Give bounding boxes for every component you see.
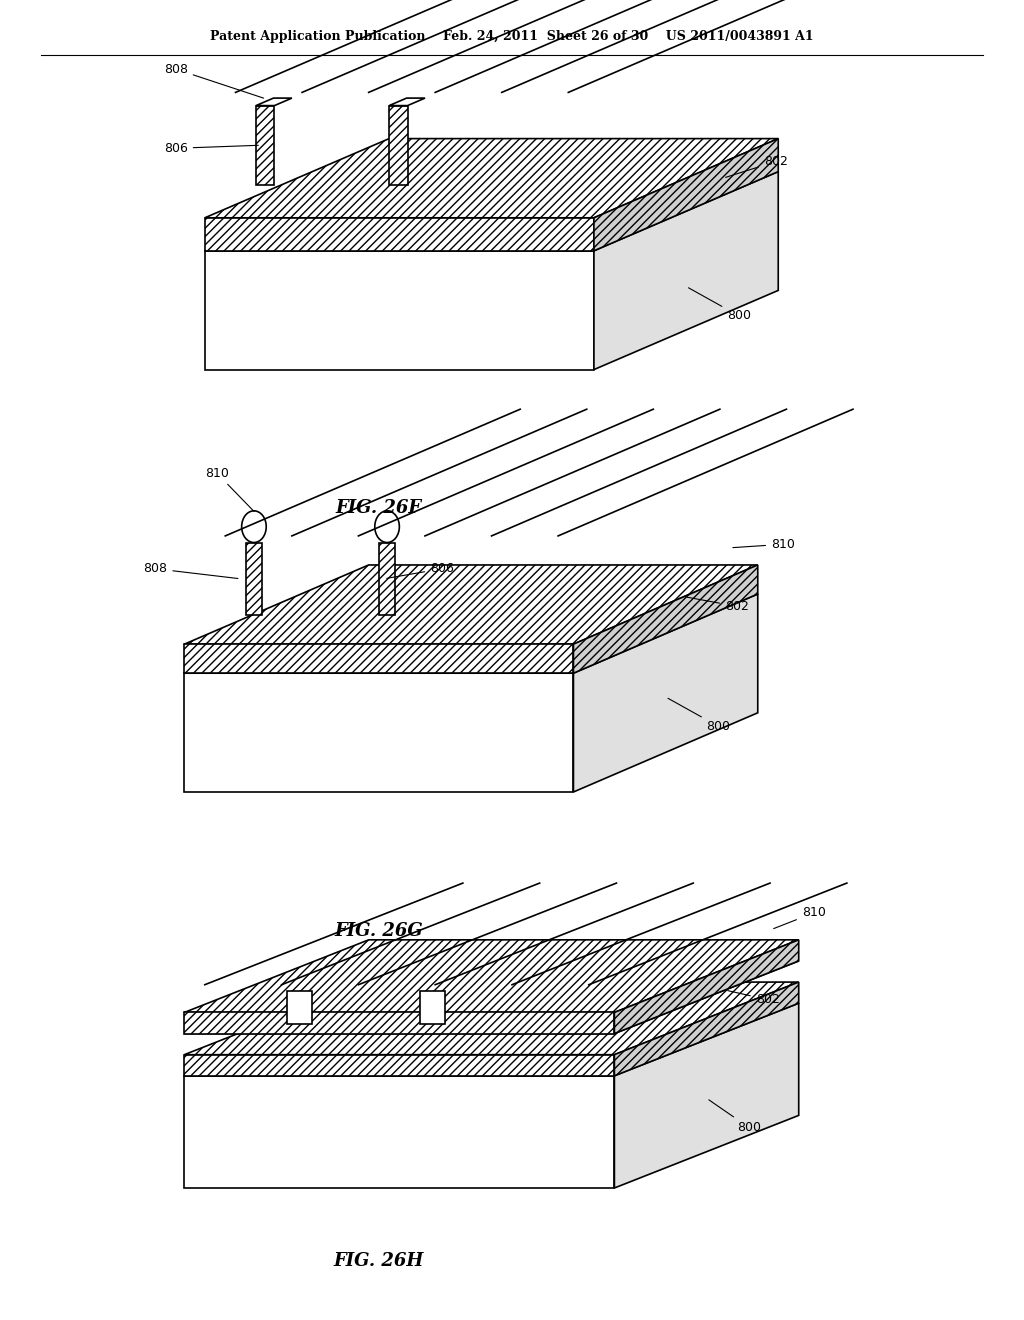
Polygon shape	[389, 98, 425, 106]
Text: FIG. 26F: FIG. 26F	[336, 499, 422, 517]
Polygon shape	[594, 172, 778, 370]
Text: 806: 806	[164, 141, 258, 154]
Text: 800: 800	[668, 698, 730, 733]
Polygon shape	[594, 139, 778, 251]
Polygon shape	[614, 940, 799, 1034]
Polygon shape	[205, 139, 778, 218]
Polygon shape	[205, 218, 594, 251]
Polygon shape	[184, 1012, 614, 1034]
Polygon shape	[420, 991, 445, 1024]
Text: 802: 802	[728, 990, 779, 1006]
Polygon shape	[184, 1003, 799, 1076]
Polygon shape	[184, 673, 573, 792]
Text: 810: 810	[774, 907, 825, 928]
Polygon shape	[379, 543, 395, 615]
Text: 802: 802	[687, 597, 749, 612]
Polygon shape	[573, 594, 758, 792]
Polygon shape	[614, 1003, 799, 1188]
Text: 802: 802	[726, 154, 787, 177]
Polygon shape	[614, 982, 799, 1076]
Text: FIG. 26H: FIG. 26H	[334, 1251, 424, 1270]
Text: Patent Application Publication    Feb. 24, 2011  Sheet 26 of 30    US 2011/00438: Patent Application Publication Feb. 24, …	[210, 30, 814, 44]
Polygon shape	[184, 565, 758, 644]
Text: 800: 800	[688, 288, 751, 322]
Polygon shape	[389, 106, 408, 185]
Polygon shape	[184, 1055, 614, 1076]
Circle shape	[375, 511, 399, 543]
Polygon shape	[184, 644, 573, 673]
Polygon shape	[256, 98, 292, 106]
Polygon shape	[287, 991, 312, 1024]
Text: 800: 800	[709, 1100, 761, 1134]
Polygon shape	[573, 565, 758, 673]
Polygon shape	[256, 106, 274, 185]
Polygon shape	[184, 1076, 614, 1188]
Circle shape	[242, 511, 266, 543]
Polygon shape	[184, 961, 799, 1034]
Polygon shape	[205, 172, 778, 251]
Text: 808: 808	[143, 562, 238, 578]
Text: 808: 808	[164, 62, 263, 98]
Polygon shape	[184, 982, 799, 1055]
Text: FIG. 26G: FIG. 26G	[335, 921, 423, 940]
Polygon shape	[184, 940, 799, 1012]
Text: 806: 806	[387, 562, 454, 578]
Polygon shape	[246, 543, 262, 615]
Text: 810: 810	[205, 466, 254, 511]
Text: 810: 810	[733, 537, 795, 550]
Polygon shape	[205, 251, 594, 370]
Polygon shape	[184, 594, 758, 673]
